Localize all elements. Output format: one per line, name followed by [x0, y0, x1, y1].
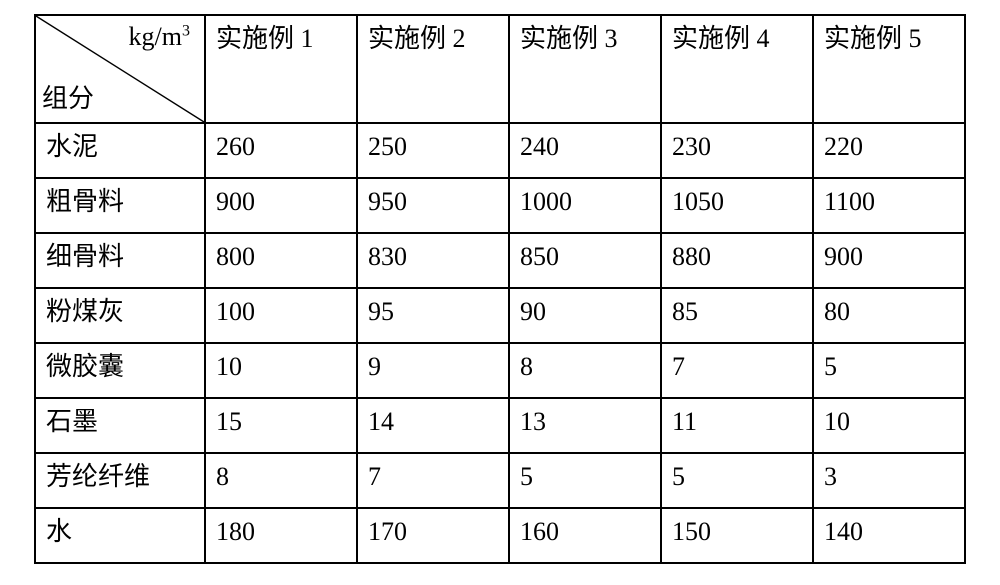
- cell: 15: [205, 398, 357, 453]
- cell: 7: [661, 343, 813, 398]
- table-container: kg/m3 组分 实施例 1 实施例 2 实施例 3 实施例 4 实施例 5 水…: [0, 0, 1000, 584]
- cell: 850: [509, 233, 661, 288]
- table-row: 细骨料 800 830 850 880 900: [35, 233, 965, 288]
- cell: 1000: [509, 178, 661, 233]
- composition-table: kg/m3 组分 实施例 1 实施例 2 实施例 3 实施例 4 实施例 5 水…: [34, 14, 966, 564]
- cell: 5: [509, 453, 661, 508]
- col-header: 实施例 1: [205, 15, 357, 123]
- cell: 90: [509, 288, 661, 343]
- cell: 800: [205, 233, 357, 288]
- cell: 140: [813, 508, 965, 563]
- cell: 260: [205, 123, 357, 178]
- cell: 240: [509, 123, 661, 178]
- unit-label: kg/m3: [129, 20, 190, 54]
- cell: 220: [813, 123, 965, 178]
- col-header: 实施例 5: [813, 15, 965, 123]
- cell: 5: [661, 453, 813, 508]
- cell: 150: [661, 508, 813, 563]
- cell: 5: [813, 343, 965, 398]
- cell: 11: [661, 398, 813, 453]
- cell: 250: [357, 123, 509, 178]
- table-body: kg/m3 组分 实施例 1 实施例 2 实施例 3 实施例 4 实施例 5 水…: [35, 15, 965, 563]
- row-label: 微胶囊: [35, 343, 205, 398]
- cell: 10: [205, 343, 357, 398]
- cell: 100: [205, 288, 357, 343]
- table-row: 水 180 170 160 150 140: [35, 508, 965, 563]
- row-label: 粉煤灰: [35, 288, 205, 343]
- cell: 85: [661, 288, 813, 343]
- row-label: 芳纶纤维: [35, 453, 205, 508]
- cell: 95: [357, 288, 509, 343]
- row-label: 水: [35, 508, 205, 563]
- cell: 80: [813, 288, 965, 343]
- row-label: 水泥: [35, 123, 205, 178]
- cell: 1100: [813, 178, 965, 233]
- table-row: 水泥 260 250 240 230 220: [35, 123, 965, 178]
- cell: 900: [813, 233, 965, 288]
- diagonal-header-cell: kg/m3 组分: [35, 15, 205, 123]
- cell: 900: [205, 178, 357, 233]
- cell: 8: [509, 343, 661, 398]
- cell: 9: [357, 343, 509, 398]
- table-header-row: kg/m3 组分 实施例 1 实施例 2 实施例 3 实施例 4 实施例 5: [35, 15, 965, 123]
- cell: 180: [205, 508, 357, 563]
- cell: 830: [357, 233, 509, 288]
- table-row: 微胶囊 10 9 8 7 5: [35, 343, 965, 398]
- cell: 14: [357, 398, 509, 453]
- col-header: 实施例 3: [509, 15, 661, 123]
- cell: 230: [661, 123, 813, 178]
- row-label: 细骨料: [35, 233, 205, 288]
- table-row: 粗骨料 900 950 1000 1050 1100: [35, 178, 965, 233]
- row-label: 石墨: [35, 398, 205, 453]
- cell: 8: [205, 453, 357, 508]
- cell: 13: [509, 398, 661, 453]
- col-header: 实施例 4: [661, 15, 813, 123]
- table-row: 石墨 15 14 13 11 10: [35, 398, 965, 453]
- cell: 950: [357, 178, 509, 233]
- cell: 1050: [661, 178, 813, 233]
- cell: 3: [813, 453, 965, 508]
- cell: 160: [509, 508, 661, 563]
- cell: 7: [357, 453, 509, 508]
- cell: 880: [661, 233, 813, 288]
- table-row: 粉煤灰 100 95 90 85 80: [35, 288, 965, 343]
- col-header: 实施例 2: [357, 15, 509, 123]
- table-row: 芳纶纤维 8 7 5 5 3: [35, 453, 965, 508]
- cell: 10: [813, 398, 965, 453]
- component-axis-label: 组分: [42, 82, 94, 116]
- cell: 170: [357, 508, 509, 563]
- row-label: 粗骨料: [35, 178, 205, 233]
